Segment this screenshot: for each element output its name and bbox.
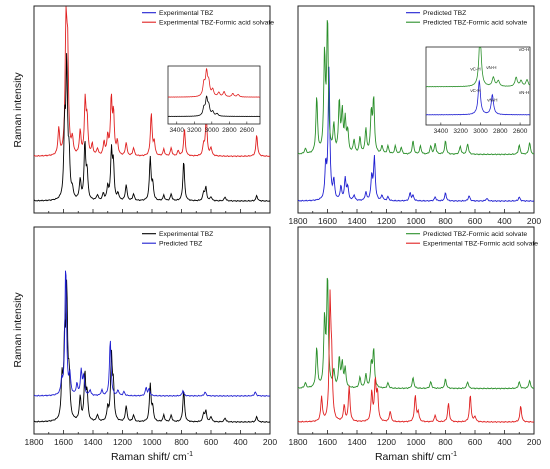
x-axis-title-right-text: Raman shift/ cm: [375, 451, 451, 463]
x-axis-title-left: Raman shift/ cm-1: [111, 451, 193, 463]
panel-top-right: 1800 1600 1400 1200 1000 800 600 400 200 Predicte…: [289, 5, 541, 226]
inset-annotation: νN-H: [487, 98, 497, 103]
x-tick-label: 1400: [348, 216, 367, 226]
series-line: [298, 277, 534, 390]
y-axis-title-bottom: Raman intensity: [12, 292, 24, 368]
legend-label: Predicted TBZ-Formic acid solvate: [423, 231, 527, 238]
series-group: [298, 277, 534, 424]
inset-series-group: [426, 47, 530, 116]
x-tick-label: 200: [527, 216, 541, 226]
x-tick-label: 400: [233, 437, 247, 447]
legend: Experimental TBZ Predicted TBZ: [142, 231, 213, 248]
x-tick-label: 1600: [318, 216, 337, 226]
panels-group: Experimental TBZ Experimental TBZ-Formic …: [25, 5, 541, 447]
legend-label: Predicted TBZ: [159, 241, 202, 248]
series-line: [298, 66, 534, 203]
legend: Predicted TBZ Predicted TBZ-Formic acid s…: [406, 10, 527, 27]
x-tick-label: 1000: [143, 437, 162, 447]
legend-label: Experimental TBZ: [159, 231, 213, 238]
x-tick-label: 1800: [25, 437, 44, 447]
inset-series-group: [168, 67, 260, 117]
x-tick-label: 600: [204, 437, 218, 447]
series-group: [298, 20, 534, 203]
x-tick-label: 800: [438, 216, 452, 226]
inset-tick-label: 3400: [434, 128, 449, 135]
inset-top-left: 3400 3200 3000 2800 2600: [167, 65, 261, 134]
inset-tick-label: 3200: [187, 127, 202, 134]
x-tick-label: 1200: [113, 437, 132, 447]
panel-top-left: Experimental TBZ Experimental TBZ-Formic …: [33, 5, 274, 214]
legend-label: Experimental TBZ-Formic acid solvate: [159, 20, 274, 27]
inset-series-line: [426, 79, 530, 116]
inset-annotation: νN-H: [519, 90, 529, 95]
x-tick-label: 600: [468, 216, 482, 226]
inset-tick-label: 3000: [205, 127, 220, 134]
x-axis-title-right-sup: -1: [451, 451, 457, 458]
series-line: [34, 6, 270, 158]
x-tick-label: 400: [497, 437, 511, 447]
x-tick-label: 1000: [407, 216, 426, 226]
x-tick-label: 1600: [318, 437, 337, 447]
series-group: [34, 6, 270, 203]
x-axis-title-left-sup: -1: [187, 451, 193, 458]
y-axis-title-top: Raman intensity: [12, 72, 24, 148]
x-axis-title-left-text: Raman shift/ cm: [111, 451, 187, 463]
x-tick-label: 800: [438, 437, 452, 447]
inset-tick-label: 2800: [222, 127, 237, 134]
inset-tick-label: 3200: [453, 128, 468, 135]
inset-annotation: νO-H: [519, 47, 530, 52]
x-tick-label: 1000: [407, 437, 426, 447]
series-line: [298, 20, 534, 156]
x-tick-label: 1400: [84, 437, 103, 447]
panel-bottom-right: 1800 1600 1400 1200 1000 800 600 400 200 Predicte…: [289, 226, 541, 447]
x-axis-title-right: Raman shift/ cm-1: [375, 451, 457, 463]
inset-top-right: 3400 3200 3000 2800 2600 νC-H νN-H νN-H νO-H νC-H…: [425, 46, 531, 135]
x-tick-label: 1800: [289, 216, 308, 226]
x-tick-label: 400: [497, 216, 511, 226]
series-line: [34, 279, 270, 424]
x-tick-label: 200: [263, 437, 277, 447]
legend: Predicted TBZ-Formic acid solvate Experim…: [406, 231, 538, 248]
inset-tick-label: 3400: [170, 127, 185, 134]
inset-annotation: νN-H: [486, 65, 496, 70]
inset-tick-label: 3000: [473, 128, 488, 135]
legend-label: Experimental TBZ: [159, 10, 213, 17]
legend-label: Predicted TBZ: [423, 10, 466, 17]
panel-frame: [33, 226, 271, 435]
x-tick-label: 1200: [377, 437, 396, 447]
inset-tick-label: 2600: [240, 127, 255, 134]
x-tick-label: 1200: [377, 216, 396, 226]
inset-tick-label: 2800: [493, 128, 508, 135]
series-line: [298, 289, 534, 424]
series-line: [34, 53, 270, 203]
x-tick-label: 1800: [289, 437, 308, 447]
inset-series-line: [168, 95, 260, 117]
inset-annotation: νC-H: [470, 88, 480, 93]
inset-series-line: [426, 47, 530, 88]
inset-annotation: νC-H: [470, 66, 480, 71]
legend: Experimental TBZ Experimental TBZ-Formic …: [142, 10, 274, 27]
panel-bottom-left: 1800 1600 1400 1200 1000 800 600 400 200 Experime…: [25, 226, 277, 447]
x-tick-label: 1400: [348, 437, 367, 447]
series-line: [34, 270, 270, 398]
x-tick-label: 1600: [54, 437, 73, 447]
inset-frame: [425, 46, 531, 126]
inset-series-line: [168, 67, 260, 98]
x-tick-label: 600: [468, 437, 482, 447]
series-group: [34, 270, 270, 424]
inset-tick-label: 2600: [513, 128, 528, 135]
legend-label: Experimental TBZ-Formic acid solvate: [423, 241, 538, 248]
inset-frame: [167, 65, 261, 125]
x-tick-label: 800: [174, 437, 188, 447]
legend-label: Predicted TBZ-Formic acid solvate: [423, 20, 527, 27]
x-tick-label: 200: [527, 437, 541, 447]
